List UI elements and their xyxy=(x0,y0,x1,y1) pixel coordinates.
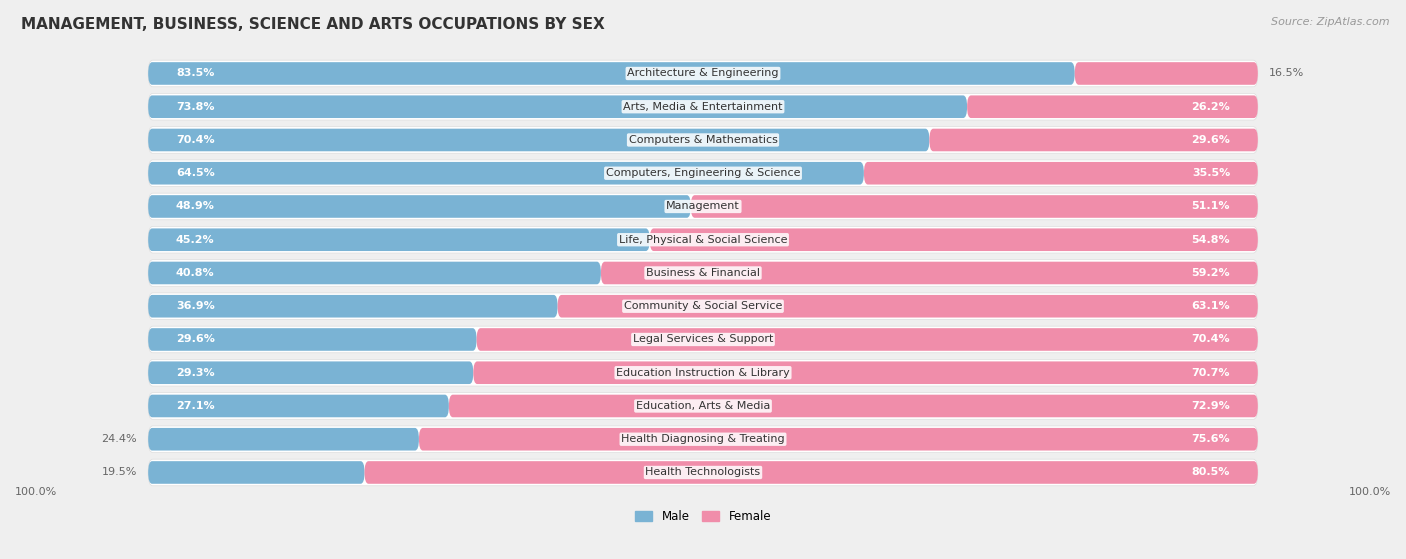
FancyBboxPatch shape xyxy=(148,362,474,384)
FancyBboxPatch shape xyxy=(148,195,690,218)
FancyBboxPatch shape xyxy=(364,461,1258,484)
Text: MANAGEMENT, BUSINESS, SCIENCE AND ARTS OCCUPATIONS BY SEX: MANAGEMENT, BUSINESS, SCIENCE AND ARTS O… xyxy=(21,17,605,32)
FancyBboxPatch shape xyxy=(148,326,1258,353)
FancyBboxPatch shape xyxy=(148,129,929,151)
Text: 80.5%: 80.5% xyxy=(1192,467,1230,477)
FancyBboxPatch shape xyxy=(148,160,1258,187)
Text: 75.6%: 75.6% xyxy=(1191,434,1230,444)
Text: 29.6%: 29.6% xyxy=(176,334,215,344)
Legend: Male, Female: Male, Female xyxy=(634,510,772,523)
FancyBboxPatch shape xyxy=(148,262,600,285)
Text: Computers, Engineering & Science: Computers, Engineering & Science xyxy=(606,168,800,178)
Text: 70.7%: 70.7% xyxy=(1192,368,1230,378)
FancyBboxPatch shape xyxy=(650,229,1258,251)
Text: 36.9%: 36.9% xyxy=(176,301,215,311)
FancyBboxPatch shape xyxy=(558,295,1258,318)
Text: Life, Physical & Social Science: Life, Physical & Social Science xyxy=(619,235,787,245)
Text: Arts, Media & Entertainment: Arts, Media & Entertainment xyxy=(623,102,783,112)
Text: 19.5%: 19.5% xyxy=(101,467,136,477)
Text: 48.9%: 48.9% xyxy=(176,201,215,211)
FancyBboxPatch shape xyxy=(148,395,449,417)
FancyBboxPatch shape xyxy=(929,129,1258,151)
Text: Architecture & Engineering: Architecture & Engineering xyxy=(627,68,779,78)
Text: 54.8%: 54.8% xyxy=(1191,235,1230,245)
Text: Business & Financial: Business & Financial xyxy=(645,268,761,278)
Text: Health Technologists: Health Technologists xyxy=(645,467,761,477)
Text: Community & Social Service: Community & Social Service xyxy=(624,301,782,311)
FancyBboxPatch shape xyxy=(690,195,1258,218)
FancyBboxPatch shape xyxy=(148,193,1258,220)
FancyBboxPatch shape xyxy=(967,96,1258,118)
FancyBboxPatch shape xyxy=(148,260,1258,286)
FancyBboxPatch shape xyxy=(148,392,1258,419)
FancyBboxPatch shape xyxy=(148,293,1258,320)
Text: Management: Management xyxy=(666,201,740,211)
Text: 45.2%: 45.2% xyxy=(176,235,215,245)
Text: 72.9%: 72.9% xyxy=(1191,401,1230,411)
Text: 100.0%: 100.0% xyxy=(15,487,58,498)
FancyBboxPatch shape xyxy=(148,96,967,118)
Text: 29.3%: 29.3% xyxy=(176,368,215,378)
Text: 51.1%: 51.1% xyxy=(1192,201,1230,211)
Text: 24.4%: 24.4% xyxy=(101,434,136,444)
FancyBboxPatch shape xyxy=(148,229,650,251)
Text: 73.8%: 73.8% xyxy=(176,102,214,112)
Text: 16.5%: 16.5% xyxy=(1270,68,1305,78)
Text: 26.2%: 26.2% xyxy=(1191,102,1230,112)
Text: 40.8%: 40.8% xyxy=(176,268,215,278)
Text: 70.4%: 70.4% xyxy=(1191,334,1230,344)
FancyBboxPatch shape xyxy=(148,359,1258,386)
Text: 63.1%: 63.1% xyxy=(1191,301,1230,311)
FancyBboxPatch shape xyxy=(1074,62,1258,85)
FancyBboxPatch shape xyxy=(148,62,1074,85)
Text: Computers & Mathematics: Computers & Mathematics xyxy=(628,135,778,145)
Text: 27.1%: 27.1% xyxy=(176,401,215,411)
FancyBboxPatch shape xyxy=(148,295,558,318)
Text: Education Instruction & Library: Education Instruction & Library xyxy=(616,368,790,378)
Text: 100.0%: 100.0% xyxy=(1348,487,1391,498)
Text: 83.5%: 83.5% xyxy=(176,68,214,78)
FancyBboxPatch shape xyxy=(148,127,1258,153)
FancyBboxPatch shape xyxy=(863,162,1258,184)
Text: Legal Services & Support: Legal Services & Support xyxy=(633,334,773,344)
FancyBboxPatch shape xyxy=(419,428,1258,451)
Text: Education, Arts & Media: Education, Arts & Media xyxy=(636,401,770,411)
FancyBboxPatch shape xyxy=(148,226,1258,253)
FancyBboxPatch shape xyxy=(148,461,364,484)
Text: Source: ZipAtlas.com: Source: ZipAtlas.com xyxy=(1271,17,1389,27)
FancyBboxPatch shape xyxy=(148,60,1258,87)
Text: Health Diagnosing & Treating: Health Diagnosing & Treating xyxy=(621,434,785,444)
FancyBboxPatch shape xyxy=(148,426,1258,453)
FancyBboxPatch shape xyxy=(449,395,1258,417)
FancyBboxPatch shape xyxy=(148,162,863,184)
FancyBboxPatch shape xyxy=(148,328,477,351)
FancyBboxPatch shape xyxy=(148,93,1258,120)
FancyBboxPatch shape xyxy=(148,428,419,451)
FancyBboxPatch shape xyxy=(600,262,1258,285)
Text: 59.2%: 59.2% xyxy=(1191,268,1230,278)
FancyBboxPatch shape xyxy=(148,459,1258,486)
FancyBboxPatch shape xyxy=(477,328,1258,351)
Text: 70.4%: 70.4% xyxy=(176,135,215,145)
Text: 64.5%: 64.5% xyxy=(176,168,215,178)
Text: 29.6%: 29.6% xyxy=(1191,135,1230,145)
Text: 35.5%: 35.5% xyxy=(1192,168,1230,178)
FancyBboxPatch shape xyxy=(474,362,1258,384)
